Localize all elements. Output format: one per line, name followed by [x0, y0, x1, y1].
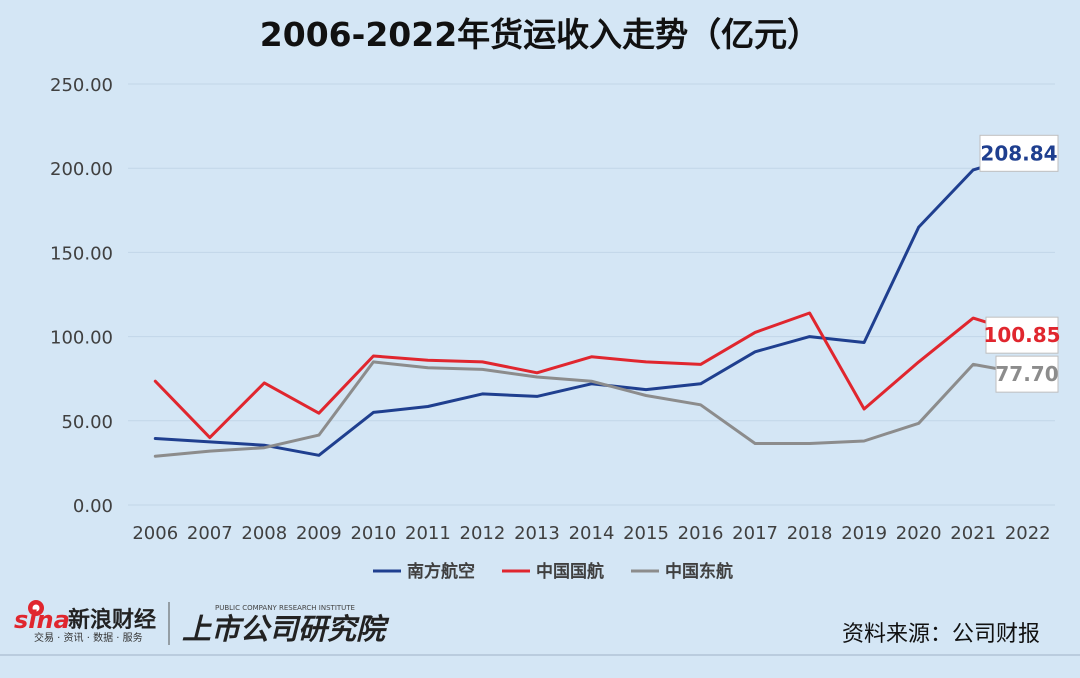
y-tick-label: 50.00 [61, 412, 113, 433]
source-note: 资料来源：公司财报 [842, 622, 1040, 647]
x-tick-label: 2022 [1005, 523, 1051, 544]
x-tick-label: 2015 [623, 523, 669, 544]
x-tick-label: 2011 [405, 523, 451, 544]
series-lines [153, 151, 1030, 458]
x-tick-label: 2017 [732, 523, 778, 544]
y-tick-label: 200.00 [50, 159, 113, 180]
x-tick-label: 2019 [841, 523, 887, 544]
research-name: 上市公司研究院 [182, 612, 390, 646]
y-tick-label: 100.00 [50, 328, 113, 349]
legend-label-2: 中国东航 [665, 561, 733, 582]
footer: sina 新浪财经 交易 · 资讯 · 数据 · 服务 PUBLIC COMPA… [0, 600, 1080, 656]
end-label-1: 100.85 [983, 323, 1060, 347]
x-tick-label: 2010 [350, 523, 396, 544]
x-tick-label: 2016 [678, 523, 724, 544]
y-tick-label: 250.00 [50, 75, 113, 96]
x-tick-label: 2009 [296, 523, 342, 544]
chart-title: 2006-2022年货运收入走势（亿元） [260, 15, 820, 54]
x-tick-label: 2008 [241, 523, 287, 544]
series-line-0 [153, 151, 1030, 457]
x-tick-label: 2012 [460, 523, 506, 544]
x-tick-label: 2021 [950, 523, 996, 544]
sina-name: 新浪财经 [68, 607, 156, 633]
end-label-box [979, 134, 1059, 172]
research-logo: PUBLIC COMPANY RESEARCH INSTITUTE 上市公司研究… [182, 604, 390, 646]
sina-logo: sina 新浪财经 交易 · 资讯 · 数据 · 服务 [14, 600, 156, 644]
x-axis-ticks: 2006 2007 2008 2009 2010 2011 2012 2013 2014 2015… [132, 523, 1050, 544]
y-axis-ticks: 0.00 50.00 100.00 150.00 200.00 250.00 [50, 75, 113, 517]
sina-logo-text: sina [14, 606, 70, 634]
x-tick-label: 2006 [132, 523, 178, 544]
legend-label-0: 南方航空 [407, 561, 475, 582]
series-line-2 [153, 360, 1030, 458]
grid-lines [128, 83, 1055, 506]
y-tick-label: 0.00 [73, 496, 113, 517]
x-tick-label: 2018 [787, 523, 833, 544]
x-tick-label: 2014 [569, 523, 615, 544]
end-label-box [985, 316, 1059, 354]
sina-tagline: 交易 · 资讯 · 数据 · 服务 [34, 631, 143, 644]
x-tick-label: 2007 [187, 523, 233, 544]
end-label-2: 77.70 [995, 362, 1058, 386]
research-english-name: PUBLIC COMPANY RESEARCH INSTITUTE [215, 604, 355, 612]
legend-label-1: 中国国航 [536, 561, 604, 582]
y-tick-label: 150.00 [50, 243, 113, 264]
x-tick-label: 2020 [896, 523, 942, 544]
legend: 南方航空 中国国航 中国东航 [373, 561, 733, 582]
series-line-1 [153, 311, 1030, 440]
x-tick-label: 2013 [514, 523, 560, 544]
end-label-box [995, 355, 1059, 393]
end-label-0: 208.84 [980, 141, 1057, 165]
end-labels: 208.84 100.85 77.70 [979, 134, 1061, 393]
